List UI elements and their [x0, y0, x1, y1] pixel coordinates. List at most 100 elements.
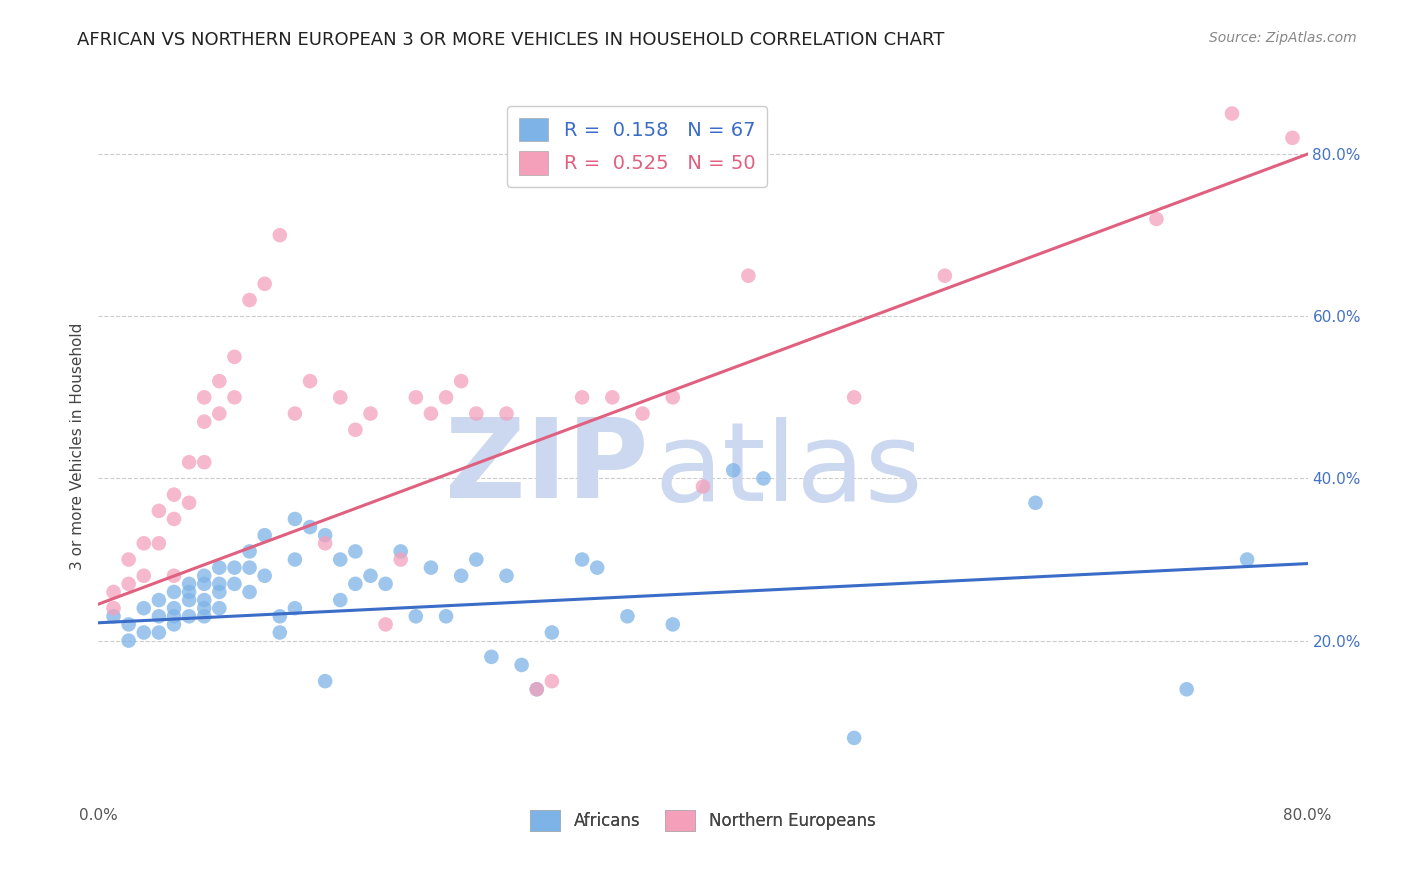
Africans	[179, 609, 201, 624]
Northern Europeans	[602, 390, 624, 404]
Northern Europeans	[163, 568, 186, 582]
Northern Europeans	[1144, 211, 1167, 226]
Northern Europeans	[224, 390, 246, 404]
Northern Europeans	[163, 488, 186, 502]
Africans	[465, 552, 488, 566]
Northern Europeans	[103, 601, 125, 615]
Africans	[253, 568, 276, 582]
Africans	[314, 528, 336, 542]
Africans	[844, 731, 866, 745]
Africans	[329, 552, 352, 566]
Africans	[374, 577, 396, 591]
Northern Europeans	[284, 407, 307, 421]
Africans	[193, 601, 215, 615]
Northern Europeans	[329, 390, 352, 404]
Africans	[224, 560, 246, 574]
Africans	[163, 585, 186, 599]
Africans	[752, 471, 775, 485]
Africans	[661, 617, 683, 632]
Africans	[239, 585, 262, 599]
Northern Europeans	[465, 407, 488, 421]
Africans	[208, 560, 231, 574]
Africans	[540, 625, 562, 640]
Africans	[179, 593, 201, 607]
Northern Europeans	[1220, 106, 1243, 120]
Northern Europeans	[253, 277, 276, 291]
Africans	[193, 593, 215, 607]
Africans	[389, 544, 412, 558]
Africans	[586, 560, 609, 574]
Northern Europeans	[526, 682, 548, 697]
Africans	[103, 609, 125, 624]
Africans	[269, 625, 291, 640]
Text: AFRICAN VS NORTHERN EUROPEAN 3 OR MORE VEHICLES IN HOUSEHOLD CORRELATION CHART: AFRICAN VS NORTHERN EUROPEAN 3 OR MORE V…	[77, 31, 945, 49]
Northern Europeans	[224, 350, 246, 364]
Africans	[118, 633, 141, 648]
Northern Europeans	[405, 390, 427, 404]
Northern Europeans	[163, 512, 186, 526]
Northern Europeans	[208, 407, 231, 421]
Africans	[420, 560, 443, 574]
Africans	[269, 609, 291, 624]
Northern Europeans	[148, 536, 170, 550]
Northern Europeans	[179, 496, 201, 510]
Africans	[1024, 496, 1046, 510]
Africans	[1175, 682, 1198, 697]
Northern Europeans	[420, 407, 443, 421]
Northern Europeans	[193, 415, 215, 429]
Africans	[148, 625, 170, 640]
Africans	[132, 601, 155, 615]
Africans	[148, 593, 170, 607]
Africans	[616, 609, 638, 624]
Africans	[495, 568, 517, 582]
Northern Europeans	[193, 390, 215, 404]
Northern Europeans	[193, 455, 215, 469]
Northern Europeans	[661, 390, 683, 404]
Northern Europeans	[844, 390, 866, 404]
Northern Europeans	[118, 552, 141, 566]
Africans	[208, 601, 231, 615]
Northern Europeans	[737, 268, 759, 283]
Africans	[118, 617, 141, 632]
Africans	[193, 577, 215, 591]
Africans	[179, 585, 201, 599]
Northern Europeans	[571, 390, 593, 404]
Africans	[434, 609, 457, 624]
Africans	[253, 528, 276, 542]
Y-axis label: 3 or more Vehicles in Household: 3 or more Vehicles in Household	[69, 322, 84, 570]
Northern Europeans	[239, 293, 262, 307]
Northern Europeans	[118, 577, 141, 591]
Africans	[148, 609, 170, 624]
Africans	[163, 617, 186, 632]
Africans	[360, 568, 382, 582]
Africans	[179, 577, 201, 591]
Africans	[314, 674, 336, 689]
Northern Europeans	[103, 585, 125, 599]
Africans	[239, 560, 262, 574]
Africans	[344, 577, 367, 591]
Africans	[1236, 552, 1258, 566]
Northern Europeans	[179, 455, 201, 469]
Africans	[510, 657, 533, 672]
Northern Europeans	[934, 268, 956, 283]
Africans	[450, 568, 472, 582]
Africans	[224, 577, 246, 591]
Legend: Africans, Northern Europeans: Africans, Northern Europeans	[524, 804, 882, 838]
Northern Europeans	[314, 536, 336, 550]
Africans	[163, 609, 186, 624]
Africans	[163, 601, 186, 615]
Africans	[481, 649, 503, 664]
Text: atlas: atlas	[655, 417, 924, 524]
Africans	[193, 609, 215, 624]
Northern Europeans	[299, 374, 322, 388]
Africans	[208, 585, 231, 599]
Northern Europeans	[148, 504, 170, 518]
Africans	[132, 625, 155, 640]
Africans	[344, 544, 367, 558]
Text: Source: ZipAtlas.com: Source: ZipAtlas.com	[1209, 31, 1357, 45]
Northern Europeans	[132, 536, 155, 550]
Africans	[526, 682, 548, 697]
Africans	[284, 601, 307, 615]
Northern Europeans	[360, 407, 382, 421]
Northern Europeans	[692, 479, 714, 493]
